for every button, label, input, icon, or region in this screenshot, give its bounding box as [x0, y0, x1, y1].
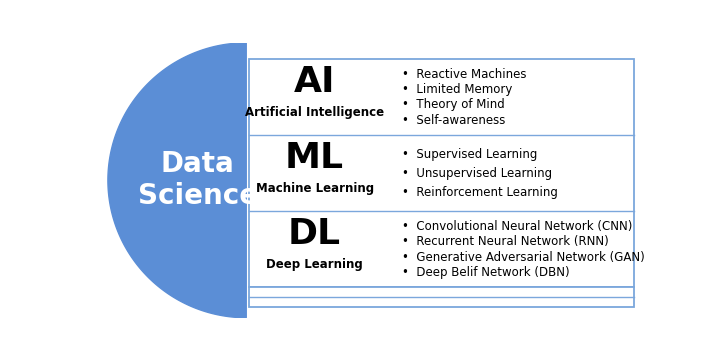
Text: Machine Learning: Machine Learning	[256, 182, 374, 195]
Text: •  Theory of Mind: • Theory of Mind	[402, 99, 505, 111]
Text: •  Recurrent Neural Network (RNN): • Recurrent Neural Network (RNN)	[402, 235, 609, 248]
Text: •  Deep Belif Network (DBN): • Deep Belif Network (DBN)	[402, 266, 570, 279]
Text: •  Limited Memory: • Limited Memory	[402, 83, 513, 96]
Text: •  Reinforcement Learning: • Reinforcement Learning	[402, 186, 558, 199]
Text: AI: AI	[294, 65, 336, 99]
Text: Deep Learning: Deep Learning	[266, 258, 363, 271]
Text: •  Self-awareness: • Self-awareness	[402, 114, 506, 127]
Bar	[249, 59, 634, 287]
Text: ML: ML	[285, 141, 344, 175]
Text: Data
Science: Data Science	[138, 150, 258, 211]
Text: •  Generative Adversarial Network (GAN): • Generative Adversarial Network (GAN)	[402, 251, 645, 263]
Text: •  Supervised Learning: • Supervised Learning	[402, 148, 538, 161]
Text: •  Reactive Machines: • Reactive Machines	[402, 68, 527, 81]
Text: DL: DL	[288, 217, 341, 251]
Text: Artificial Intelligence: Artificial Intelligence	[245, 106, 384, 119]
Text: •  Convolutional Neural Network (CNN): • Convolutional Neural Network (CNN)	[402, 220, 633, 233]
Polygon shape	[108, 43, 246, 318]
Text: •  Unsupervised Learning: • Unsupervised Learning	[402, 167, 553, 180]
Bar	[249, 287, 634, 307]
